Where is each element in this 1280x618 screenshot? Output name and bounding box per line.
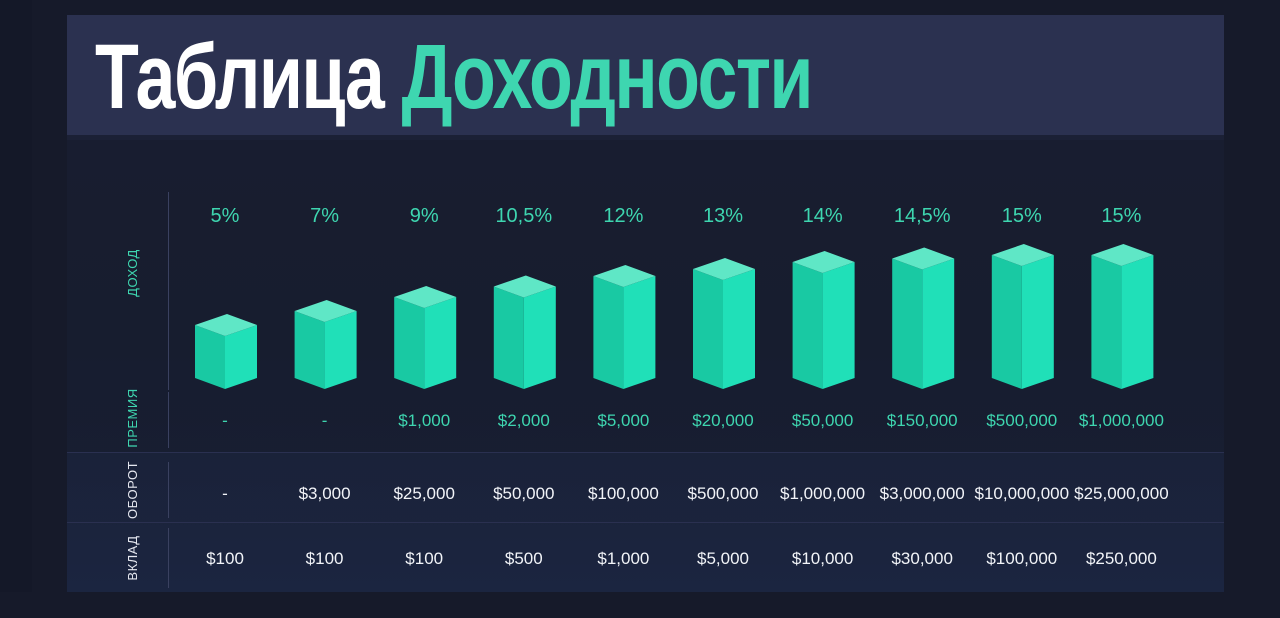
turnover-cell: $1,000,000 xyxy=(780,484,865,503)
turnover-cell: $25,000,000 xyxy=(1074,484,1169,503)
bar-front-face xyxy=(991,255,1022,389)
bar-top-face xyxy=(593,265,656,287)
income-axis-line xyxy=(168,192,169,390)
bonus-cell: $50,000 xyxy=(792,411,853,430)
bonus-cell: - xyxy=(322,411,328,430)
bar-value-label: 15% xyxy=(1002,205,1042,227)
title-part-white: Таблица xyxy=(95,26,385,128)
turnover-axis-line xyxy=(168,462,169,518)
bar-front-face xyxy=(294,311,325,389)
bar-front-face xyxy=(1091,255,1122,389)
deposit-cell: $10,000 xyxy=(792,549,853,568)
bonus-cell: $5,000 xyxy=(597,411,649,430)
turnover-cell: $3,000 xyxy=(299,484,351,503)
turnover-cell: - xyxy=(222,484,228,503)
bonus-cell: $1,000 xyxy=(398,411,450,430)
bar-top-face xyxy=(991,244,1054,266)
bar-value-label: 12% xyxy=(603,205,643,227)
deposit-cell: $5,000 xyxy=(697,549,749,568)
bar-side-face xyxy=(723,269,755,389)
deposit-cell: $100 xyxy=(405,549,443,568)
bar-side-face xyxy=(822,262,855,389)
bar-top-face xyxy=(792,251,855,273)
bar-side-face xyxy=(623,276,656,389)
deposit-cell: $100 xyxy=(206,549,244,568)
bar-value-label: 15% xyxy=(1101,205,1141,227)
bar-side-face xyxy=(424,297,457,389)
bar-top-face xyxy=(294,300,357,322)
bar-side-face xyxy=(1121,255,1154,389)
page-title: Таблица Доходности xyxy=(95,22,814,132)
side-strip xyxy=(0,0,32,592)
bar-value-label: 13% xyxy=(703,205,743,227)
bar-top-face xyxy=(693,258,755,280)
bar-front-face xyxy=(892,258,923,389)
bar-side-face xyxy=(523,286,556,389)
bar-side-face xyxy=(922,258,955,389)
bar-front-face xyxy=(792,262,823,389)
bonus-cell: $1,000,000 xyxy=(1079,411,1164,430)
turnover-cell: $3,000,000 xyxy=(880,484,965,503)
bonus-cell: $20,000 xyxy=(692,411,753,430)
turnover-cell: $10,000,000 xyxy=(975,484,1070,503)
title-band xyxy=(67,15,1224,135)
bar-front-face xyxy=(693,269,723,389)
bar-front-face xyxy=(593,276,624,389)
deposit-cell: $1,000 xyxy=(597,549,649,568)
bar-top-face xyxy=(1091,244,1154,266)
bar-chart: 5% - - $100 7% - $3,000 $100 9% $1,000 $25,000 $100… xyxy=(195,205,1169,568)
bonus-cell: - xyxy=(222,411,228,430)
turnover-cell: $25,000 xyxy=(393,484,454,503)
bar-side-face xyxy=(324,311,357,389)
turnover-cell: $500,000 xyxy=(688,484,759,503)
bonus-cell: $2,000 xyxy=(498,411,550,430)
bar-front-face xyxy=(493,286,524,389)
deposit-cell: $100 xyxy=(306,549,344,568)
bonus-axis-line xyxy=(168,392,169,448)
bar-top-face xyxy=(892,247,955,270)
bar-top-face xyxy=(195,314,257,336)
bonus-cell: $500,000 xyxy=(986,411,1057,430)
deposit-cell: $250,000 xyxy=(1086,549,1157,568)
bar-value-label: 10,5% xyxy=(495,205,552,227)
title-part-green: Доходности xyxy=(401,26,814,128)
bar-value-label: 9% xyxy=(410,205,439,227)
row-separator-turnover xyxy=(67,522,1224,523)
bar-front-face xyxy=(394,297,425,389)
bar-top-face xyxy=(493,275,556,298)
bar-value-label: 14% xyxy=(803,205,843,227)
row-separator-chart xyxy=(67,452,1224,453)
bar-front-face xyxy=(195,325,225,389)
turnover-cell: $50,000 xyxy=(493,484,554,503)
bonus-cell: $150,000 xyxy=(887,411,958,430)
bar-value-label: 7% xyxy=(310,205,339,227)
deposit-cell: $30,000 xyxy=(891,549,952,568)
deposit-axis-line xyxy=(168,528,169,588)
bar-side-face xyxy=(1021,255,1054,389)
deposit-cell: $500 xyxy=(505,549,543,568)
turnover-cell: $100,000 xyxy=(588,484,659,503)
bar-top-face xyxy=(394,286,457,308)
bar-side-face xyxy=(225,325,257,389)
deposit-cell: $100,000 xyxy=(986,549,1057,568)
bar-value-label: 14,5% xyxy=(894,205,951,227)
bar-value-label: 5% xyxy=(211,205,240,227)
